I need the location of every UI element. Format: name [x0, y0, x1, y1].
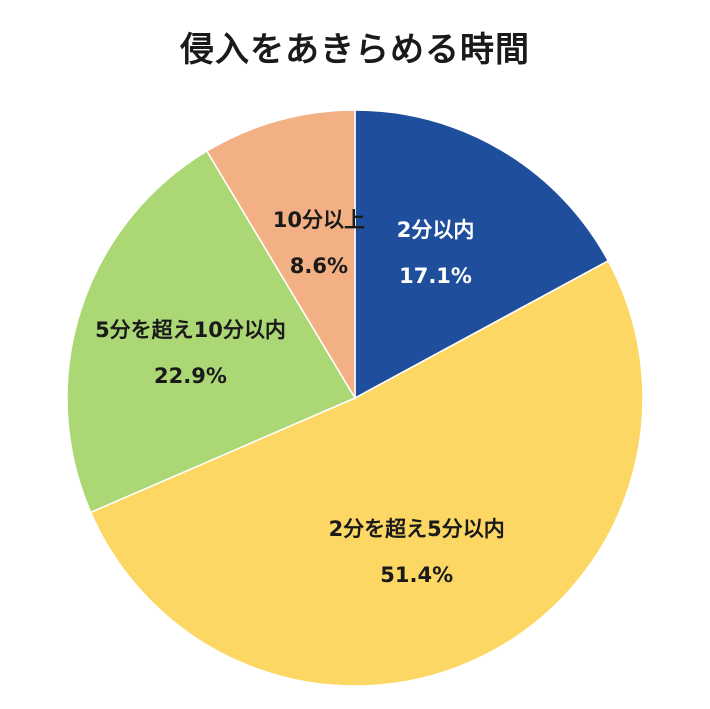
- pie-slice: [205, 109, 356, 401]
- slice-value-label: 17.1%: [399, 264, 472, 288]
- pie-labels: 2分以内 17.1% 2分を超え5分以内 51.4% 5分を超え10分以内 22.9% 10…: [95, 208, 505, 587]
- pie-slice: [89, 259, 644, 687]
- slice-value-label: 51.4%: [380, 563, 453, 587]
- slice-value-label: 22.9%: [154, 364, 227, 388]
- slice-category-label: 10分以上: [273, 208, 365, 232]
- pie-slice: [66, 150, 357, 514]
- slice-category-label: 2分を超え5分以内: [329, 517, 505, 541]
- slice-category-label: 2分以内: [397, 218, 475, 242]
- chart-title: 侵入をあきらめる時間: [180, 30, 530, 70]
- pie-slices: [66, 109, 644, 687]
- pie-slice: [354, 109, 610, 400]
- slice-category-label: 5分を超え10分以内: [95, 318, 286, 342]
- slice-value-label: 8.6%: [290, 254, 348, 278]
